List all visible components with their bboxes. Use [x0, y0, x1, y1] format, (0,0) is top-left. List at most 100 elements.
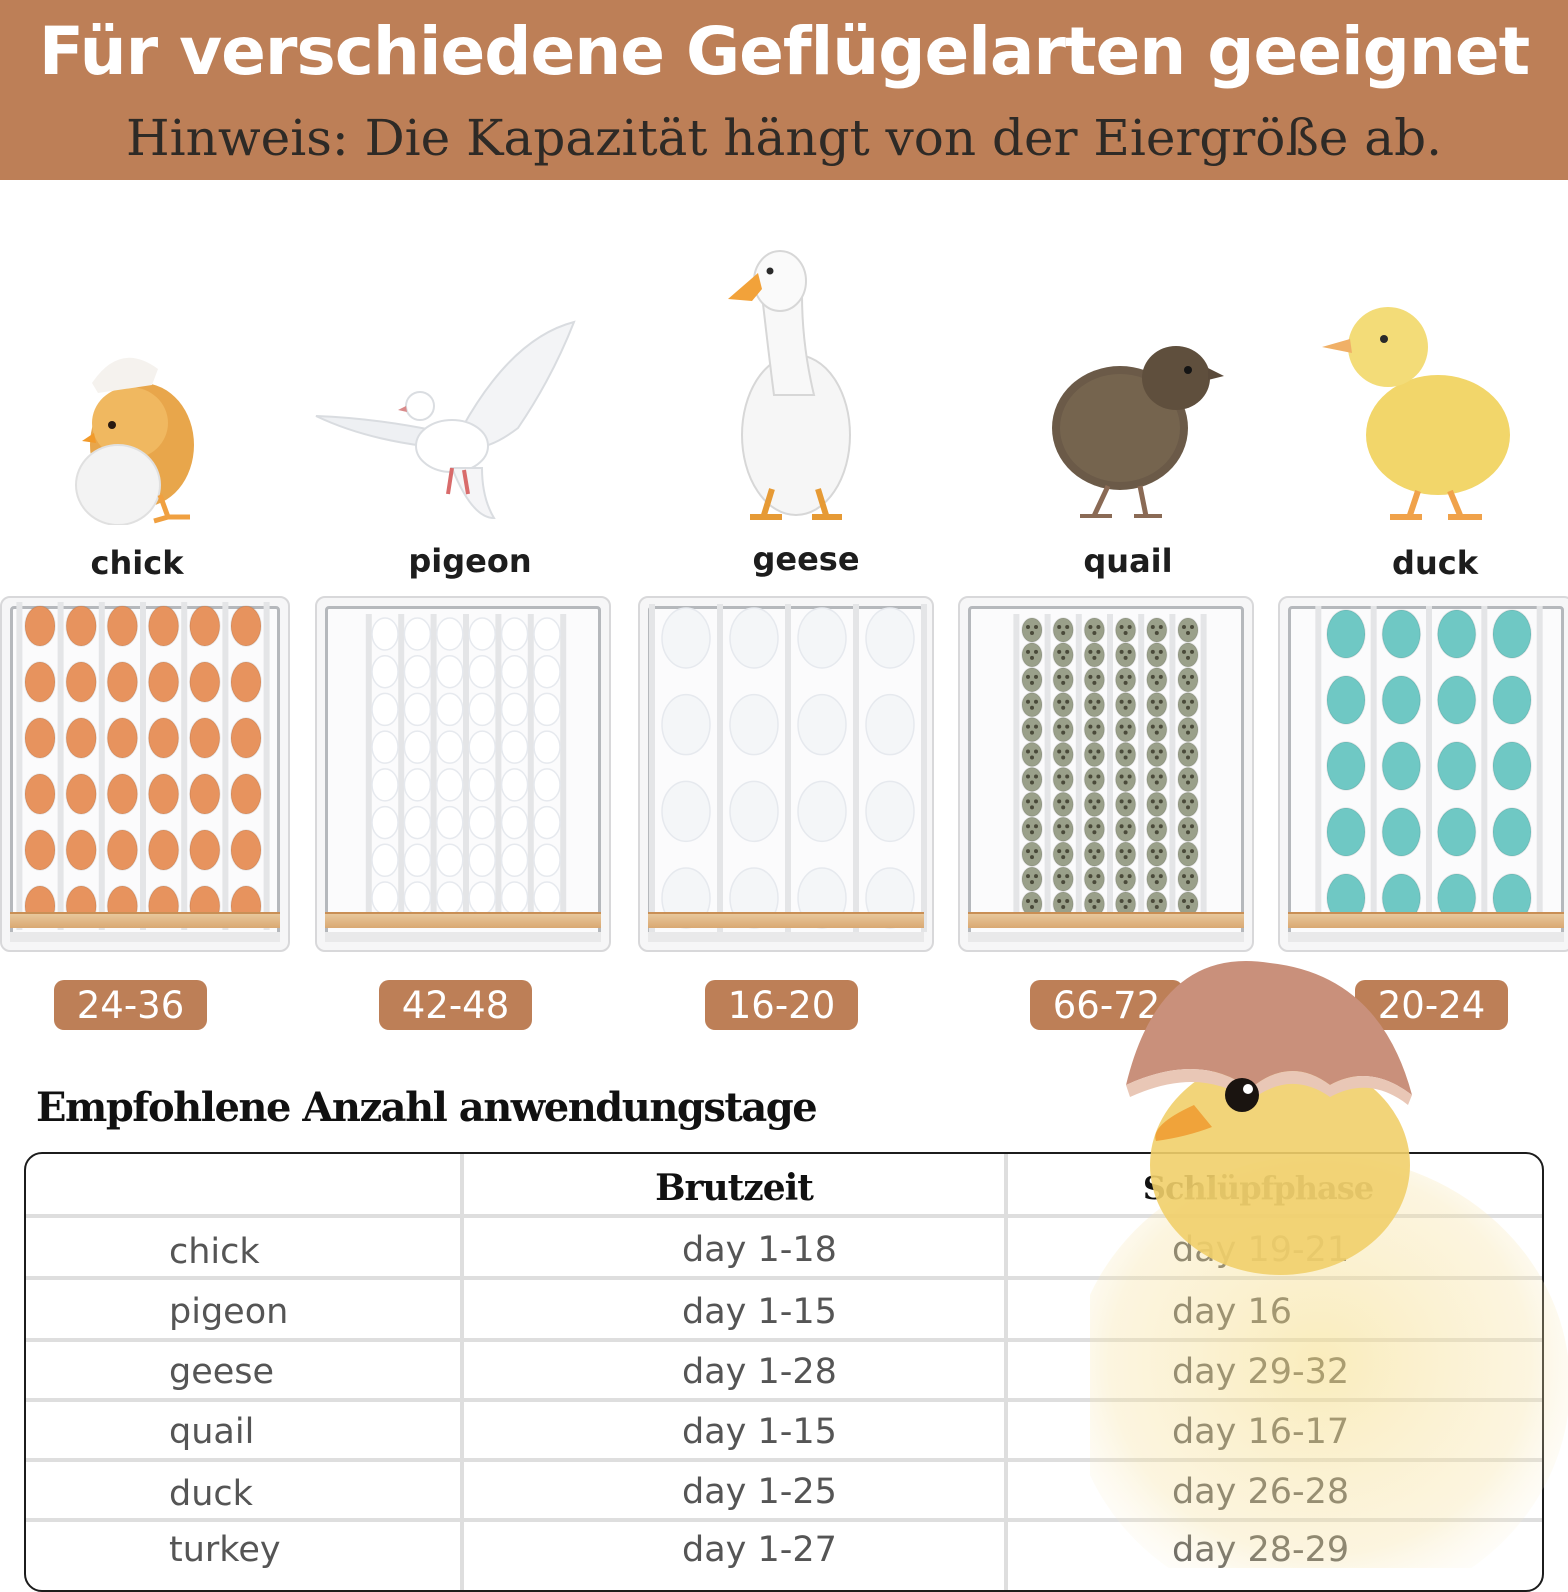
egg-speckle [1026, 774, 1030, 779]
egg [533, 805, 561, 840]
egg-speckle [1096, 874, 1101, 879]
egg [65, 717, 97, 759]
egg-speckle [1030, 855, 1034, 860]
egg-speckle [1061, 730, 1066, 735]
tray-divider [1013, 614, 1020, 920]
egg-speckle [1092, 755, 1097, 760]
egg-speckle [1057, 849, 1062, 854]
egg [1177, 766, 1199, 793]
egg [1177, 866, 1199, 892]
egg-speckle [1119, 625, 1124, 629]
egg-speckle [1154, 730, 1159, 735]
egg [24, 661, 56, 703]
egg-speckle [1088, 874, 1093, 879]
tray-divider [853, 604, 859, 932]
egg-speckle [1092, 705, 1097, 710]
egg-speckle [1158, 625, 1163, 629]
egg [1114, 841, 1137, 867]
egg [106, 717, 139, 759]
egg [1114, 667, 1137, 693]
egg-speckle [1127, 674, 1132, 679]
egg-speckle [1065, 724, 1070, 729]
egg-speckle [1096, 724, 1101, 729]
egg-speckle [1123, 805, 1128, 810]
egg [729, 607, 779, 669]
egg [1083, 741, 1106, 768]
egg-speckle [1190, 774, 1194, 779]
egg [1114, 866, 1137, 892]
tray-divider [365, 614, 372, 918]
quail-photo [1052, 346, 1224, 518]
egg-speckle [1182, 874, 1186, 879]
egg [1021, 791, 1043, 818]
tray-divider [1138, 614, 1145, 920]
egg-speckle [1190, 674, 1194, 679]
capacity-badge-pigeon: 42-48 [379, 980, 532, 1030]
egg [729, 780, 779, 843]
egg [1052, 667, 1074, 693]
egg-speckle [1034, 674, 1038, 679]
egg [371, 692, 399, 727]
egg [1052, 866, 1074, 892]
duckling-photo [1322, 307, 1510, 520]
table-cell-schlupfphase: day 19-21 [1172, 1230, 1350, 1270]
egg-speckle [1088, 649, 1093, 654]
egg [500, 692, 529, 727]
egg-speckle [1182, 649, 1186, 654]
table-cell-brutzeit: day 1-27 [682, 1530, 837, 1570]
egg-speckle [1057, 674, 1062, 679]
egg-speckle [1123, 680, 1128, 685]
egg [1326, 807, 1366, 857]
egg [1177, 617, 1199, 643]
tray-divider [560, 614, 567, 918]
egg [1177, 841, 1199, 867]
egg-tray-chick [0, 596, 290, 952]
egg-speckle [1127, 625, 1132, 629]
egg-speckle [1065, 674, 1070, 679]
egg-speckle [1150, 824, 1155, 829]
egg [500, 730, 529, 764]
egg-speckle [1154, 905, 1159, 909]
egg-speckle [1186, 880, 1190, 885]
egg-speckle [1150, 724, 1155, 729]
egg [500, 768, 529, 802]
egg-speckle [1119, 774, 1124, 779]
egg-speckle [1057, 899, 1062, 903]
egg [1436, 675, 1477, 725]
chick-photo [75, 357, 194, 525]
egg-speckle [1092, 780, 1097, 785]
egg-speckle [1119, 749, 1124, 754]
egg [661, 607, 711, 669]
tray-divider [1044, 614, 1051, 920]
egg-speckle [1158, 874, 1163, 879]
egg [106, 661, 139, 703]
egg [1083, 617, 1106, 643]
egg-speckle [1154, 755, 1159, 760]
table-header-brutzeit: Brutzeit [655, 1167, 814, 1209]
egg-speckle [1154, 830, 1159, 835]
tray-divider [98, 602, 105, 930]
egg-speckle [1030, 905, 1034, 909]
egg [1052, 791, 1074, 818]
egg [403, 692, 432, 727]
egg [1146, 617, 1168, 643]
egg [1021, 766, 1043, 793]
egg-speckle [1150, 849, 1155, 854]
egg-tray-geese [638, 596, 934, 952]
egg [106, 605, 139, 647]
egg-speckle [1096, 899, 1101, 903]
egg [468, 654, 496, 689]
egg-speckle [1092, 855, 1097, 860]
egg [1492, 675, 1532, 725]
egg [797, 780, 847, 843]
egg [533, 730, 561, 764]
egg-speckle [1182, 849, 1186, 854]
egg [371, 654, 399, 689]
egg-speckle [1092, 680, 1097, 685]
egg-speckle [1026, 649, 1030, 654]
egg-speckle [1123, 705, 1128, 710]
tray-divider [1200, 614, 1207, 920]
egg [24, 605, 56, 647]
egg-speckle [1061, 755, 1066, 760]
tray-divider [222, 602, 229, 930]
